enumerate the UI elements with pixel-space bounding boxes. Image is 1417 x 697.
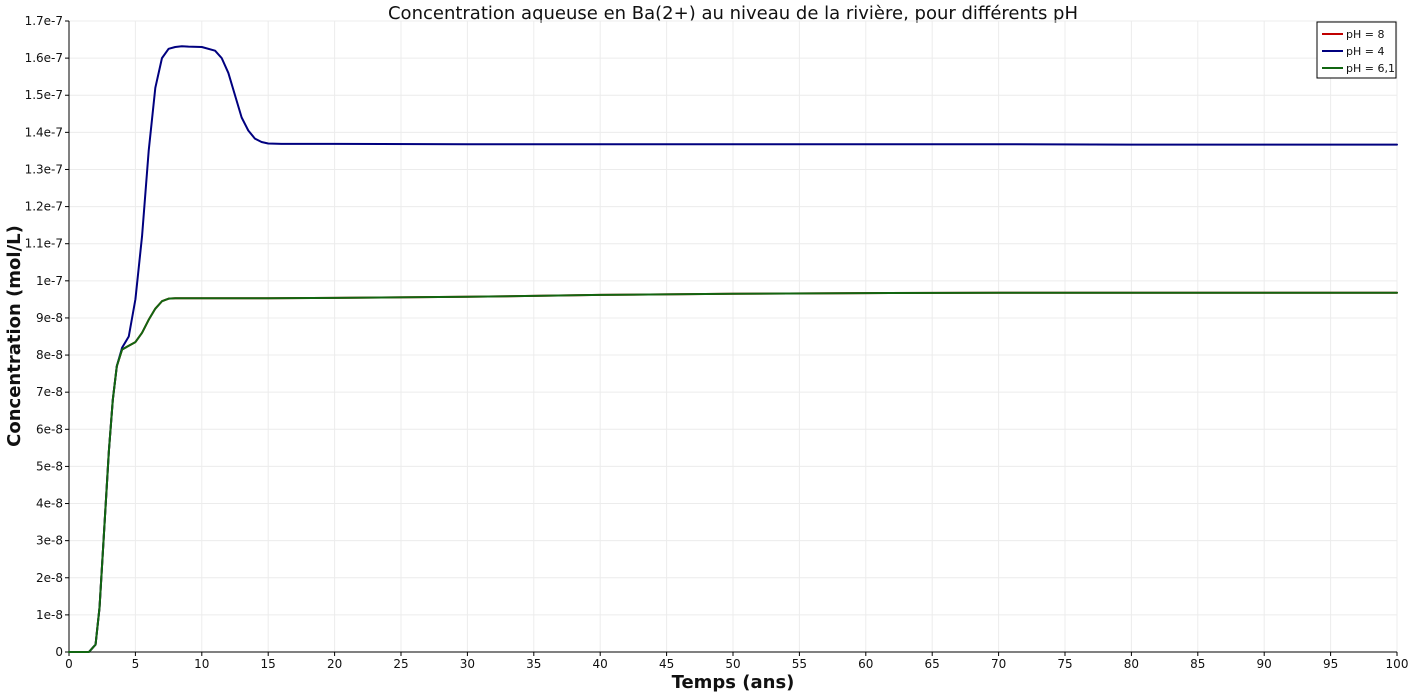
x-tick-label: 35 [526,657,541,671]
y-tick-label: 1.3e-7 [25,162,63,176]
y-tick-label: 1.2e-7 [25,200,63,214]
x-tick-label: 70 [991,657,1006,671]
y-tick-label: 8e-8 [36,348,63,362]
x-tick-label: 65 [925,657,940,671]
x-tick-label: 55 [792,657,807,671]
y-axis-label: Concentration (mol/L) [4,225,25,447]
x-tick-label: 95 [1323,657,1338,671]
x-tick-label: 20 [327,657,342,671]
y-tick-label: 9e-8 [36,311,63,325]
y-tick-label: 1.1e-7 [25,237,63,251]
legend-label-1: pH = 8 [1346,28,1384,41]
x-tick-label: 50 [725,657,740,671]
chart-title: Concentration aqueuse en Ba(2+) au nivea… [388,3,1078,24]
legend: pH = 8 pH = 4 pH = 6,1 [1316,21,1397,79]
x-tick-label: 90 [1257,657,1272,671]
x-tick-label: 45 [659,657,674,671]
x-axis-label: Temps (ans) [672,672,795,693]
y-tick-label: 2e-8 [36,571,63,585]
series-lines [68,45,1398,653]
legend-label-3: pH = 6,1 [1346,62,1395,75]
y-tick-label: 3e-8 [36,534,63,548]
x-tick-label: 85 [1190,657,1205,671]
x-tick-label: 40 [593,657,608,671]
y-tick-label: 0 [55,645,63,659]
x-tick-label: 100 [1386,657,1409,671]
y-tick-label: 5e-8 [36,459,63,473]
y-ticks: 0 1e-8 2e-8 3e-8 4e-8 5e-8 6e-8 7e-8 8e-8 9e-8 1e-… [25,14,69,659]
x-tick-label: 15 [261,657,276,671]
x-ticks: 0 5 10 15 20 25 30 35 40 45 50 55 60 65 70 75 80 85 90 95 10… [65,652,1408,671]
legend-label-2: pH = 4 [1346,45,1384,58]
grid [68,20,1398,653]
x-tick-label: 0 [65,657,73,671]
y-tick-label: 4e-8 [36,497,63,511]
series-line-3 [68,291,1398,653]
y-tick-label: 7e-8 [36,385,63,399]
y-tick-label: 1.6e-7 [25,51,63,65]
y-tick-label: 1e-8 [36,608,63,622]
x-tick-label: 30 [460,657,475,671]
x-tick-label: 5 [132,657,140,671]
x-tick-label: 75 [1057,657,1072,671]
x-tick-label: 25 [393,657,408,671]
y-tick-label: 1e-7 [36,274,63,288]
x-tick-label: 80 [1124,657,1139,671]
y-tick-label: 6e-8 [36,422,63,436]
y-tick-label: 1.5e-7 [25,88,63,102]
y-tick-label: 1.4e-7 [25,125,63,139]
x-tick-label: 60 [858,657,873,671]
y-tick-label: 1.7e-7 [25,14,63,28]
x-tick-label: 10 [194,657,209,671]
